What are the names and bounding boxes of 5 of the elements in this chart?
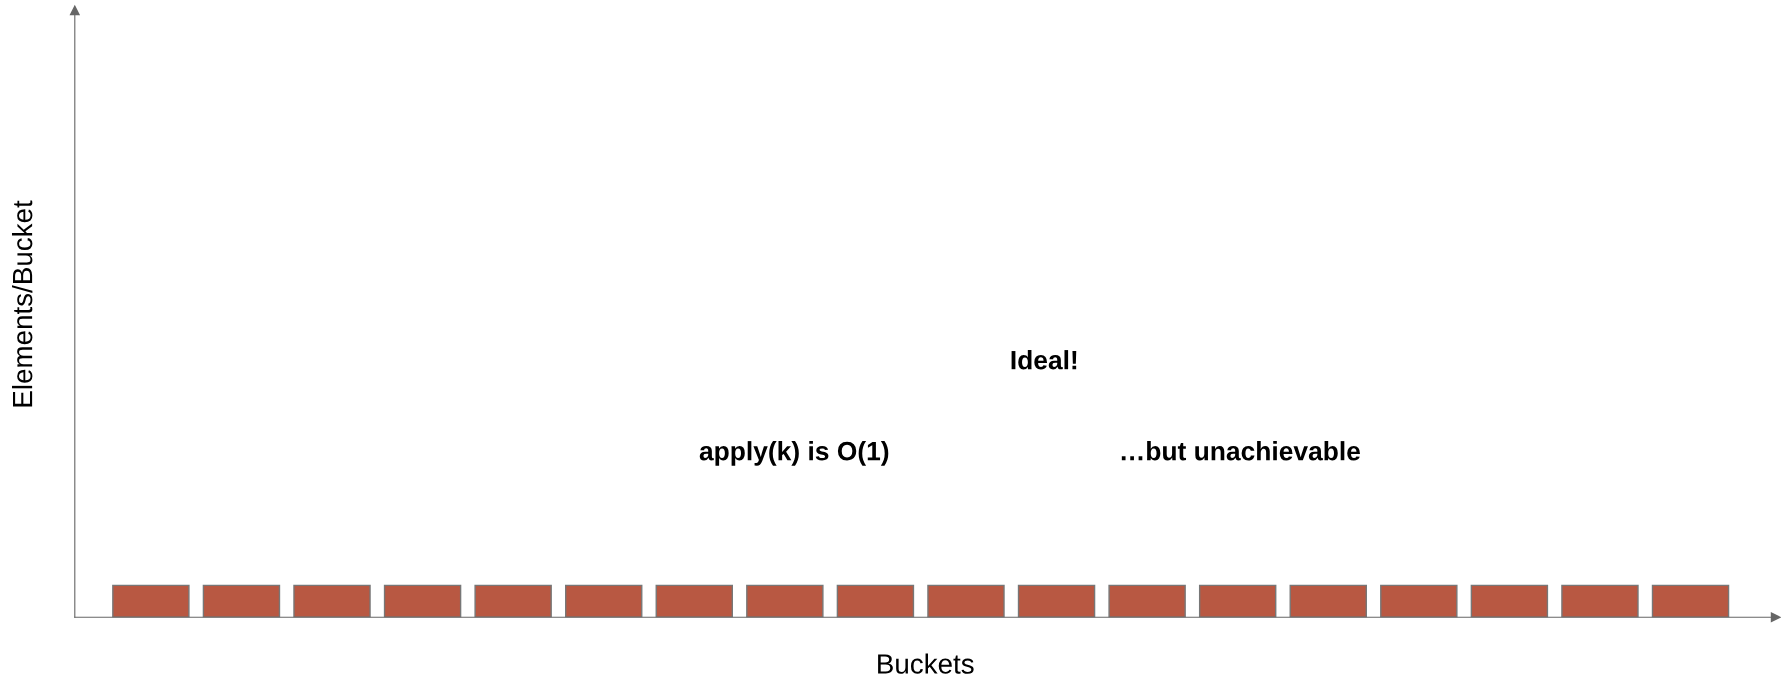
text: Elements/Bucket: [11, 200, 33, 407]
text: Ideal!: [1011, 350, 1077, 370]
text: apply(k) is O(1): [699, 441, 889, 466]
x-axis-title: Buckets: [878, 653, 974, 674]
text: …but unachievable: [1121, 441, 1360, 461]
